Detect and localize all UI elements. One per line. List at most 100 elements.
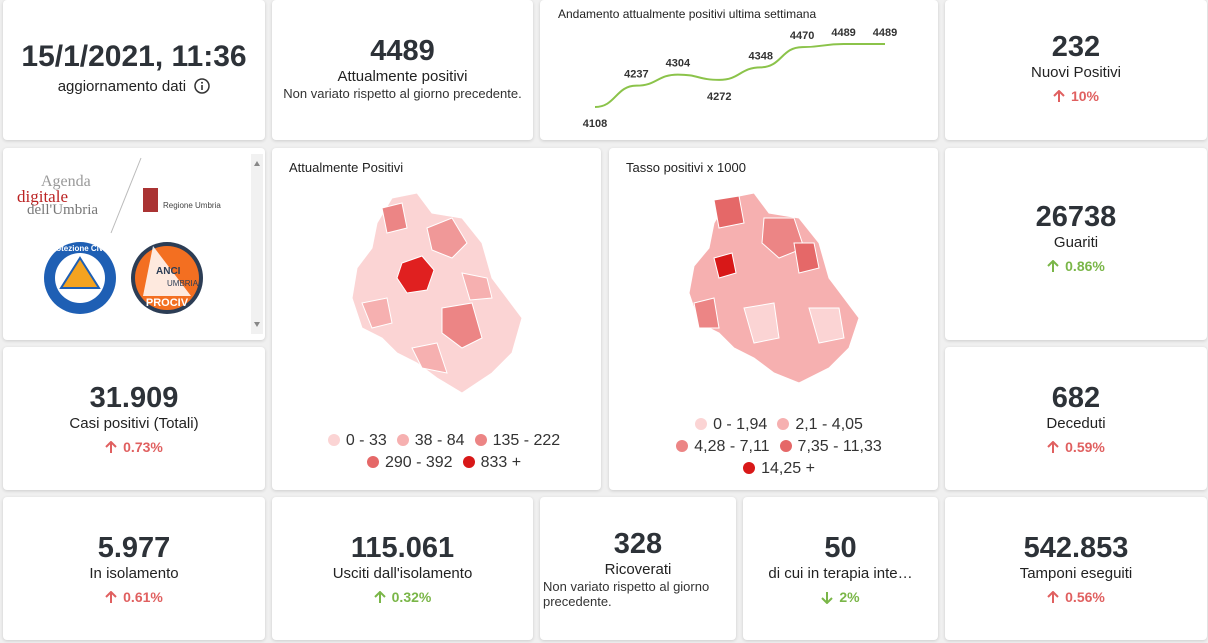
guariti-card: 26738 Guariti 0.86% [945,148,1207,340]
area [713,195,745,229]
data-label: 4108 [583,118,607,130]
label: Deceduti [1046,415,1106,432]
logos-card: Agenda digitale dell'Umbria Regione Umbr… [3,148,265,340]
agenda-3: dell'Umbria [27,202,98,218]
area [441,302,483,349]
anci-triangle [143,246,191,296]
legend-label: 4,28 - 7,11 [694,438,770,455]
label: Tamponi eseguiti [1019,565,1133,582]
map-title: Attualmente Positivi [289,160,404,175]
datetime: 15/1/2021, 11:36 [21,40,247,73]
delta: 10% [945,88,1207,104]
area [693,297,720,329]
value: 26738 [1035,201,1117,233]
area [743,302,780,344]
legend-swatch [779,440,792,452]
data-label: 4470 [790,30,814,42]
area-top [396,255,435,294]
area [808,307,845,344]
nuovi-card: 232 Nuovi Positivi 10% [945,0,1207,140]
map2 [688,192,860,384]
note: Non variato rispetto al giorno precedent… [283,86,522,101]
delta-text: 0.86% [1065,258,1105,274]
deceduti-card: 682 Deceduti 0.59% [945,347,1207,490]
value: 232 [1051,31,1101,63]
update-label: aggiornamento dati [3,78,265,96]
delta-text: 0.32% [391,589,432,605]
value: 4489 [370,35,435,67]
map2-card: Tasso positivi x 1000 0 - 1,94 2,1 - 4,05… [609,148,938,490]
info-icon[interactable] [194,78,211,94]
area [381,202,408,234]
legend-label: 2,1 - 4,05 [795,416,863,433]
protezione-triangle [59,256,101,289]
legend-item: 290 - 392 [357,454,453,471]
label: di cui in terapia inte… [768,565,913,582]
legend-swatch [327,434,340,446]
delta-text: 0.59% [1065,439,1105,455]
regione-text: Regione Umbria [163,201,221,210]
legend-item: 14,25 + [733,460,815,477]
trend-card: Andamento attualmente positivi ultima se… [540,0,938,140]
delta: 0.59% [945,439,1207,455]
agenda-2: digitale [17,187,68,206]
arrow-up [1047,590,1059,603]
legend-swatch [462,456,475,468]
logos: Agenda digitale dell'Umbria Regione Umbr… [17,154,263,334]
area [426,217,468,259]
area-top [713,252,737,279]
delta-text: 10% [1070,88,1100,104]
legend-label: 7,35 - 11,33 [797,438,882,455]
value: 115.061 [350,532,455,564]
value: 50 [824,532,857,564]
label: Casi positivi (Totali) [69,415,199,432]
legend-item: 0 - 1,94 [685,416,767,433]
delta: 0.56% [945,589,1207,605]
usciti-card: 115.061 Usciti dall'isolamento 0.32% [272,497,533,640]
legend-swatch [396,434,409,446]
area [411,342,448,374]
map1 [351,192,523,394]
data-label: 4304 [666,58,691,70]
legend-label: 14,25 + [761,460,815,477]
delta: 0.61% [3,589,265,605]
legend-swatch [695,418,708,430]
data-label: 4489 [831,27,855,39]
legend-label: 0 - 33 [345,432,387,449]
value: 5.977 [97,532,171,564]
scrollbar[interactable] [251,154,263,334]
legend-item: 135 - 222 [465,432,561,449]
legend-label: 0 - 1,94 [713,416,768,433]
map1-legend: 0 - 33 38 - 84 135 - 222 290 - 392 833 + [294,430,584,474]
delta-text: 0.61% [123,589,163,605]
isolamento-card: 5.977 In isolamento 0.61% [3,497,265,640]
legend-label: 135 - 222 [492,432,561,449]
legend-item: 833 + [453,454,521,471]
arrow-up [1047,259,1059,272]
map2-legend: 0 - 1,94 2,1 - 4,05 4,28 - 7,11 7,35 - 11,3… [619,414,929,480]
value: 542.853 [1023,532,1129,564]
delta: 2% [743,589,938,605]
legend-swatch [366,456,379,468]
legend-swatch [676,440,689,452]
delta: 0.86% [945,258,1207,274]
legend-item: 4,28 - 7,11 [666,438,770,455]
data-label: 4348 [748,50,772,62]
data-label: 4237 [624,69,648,81]
casi-card: 31.909 Casi positivi (Totali) 0.73% [3,347,265,490]
area [461,272,493,301]
agenda-1: Agenda [41,173,91,190]
arrow-up [105,590,117,603]
legend-label: 290 - 392 [384,454,453,471]
legend-item: 7,35 - 11,33 [770,438,882,455]
legend-label: 833 + [480,454,522,471]
positivi-card: 4489 Attualmente positivi Non variato ri… [272,0,533,140]
arrow-down [821,592,834,605]
note: Non variato rispetto al giorno precedent… [543,579,710,609]
area [761,217,805,259]
label: Guariti [1053,234,1099,251]
delta: 0.73% [3,439,265,455]
delta: 0.32% [272,589,533,605]
